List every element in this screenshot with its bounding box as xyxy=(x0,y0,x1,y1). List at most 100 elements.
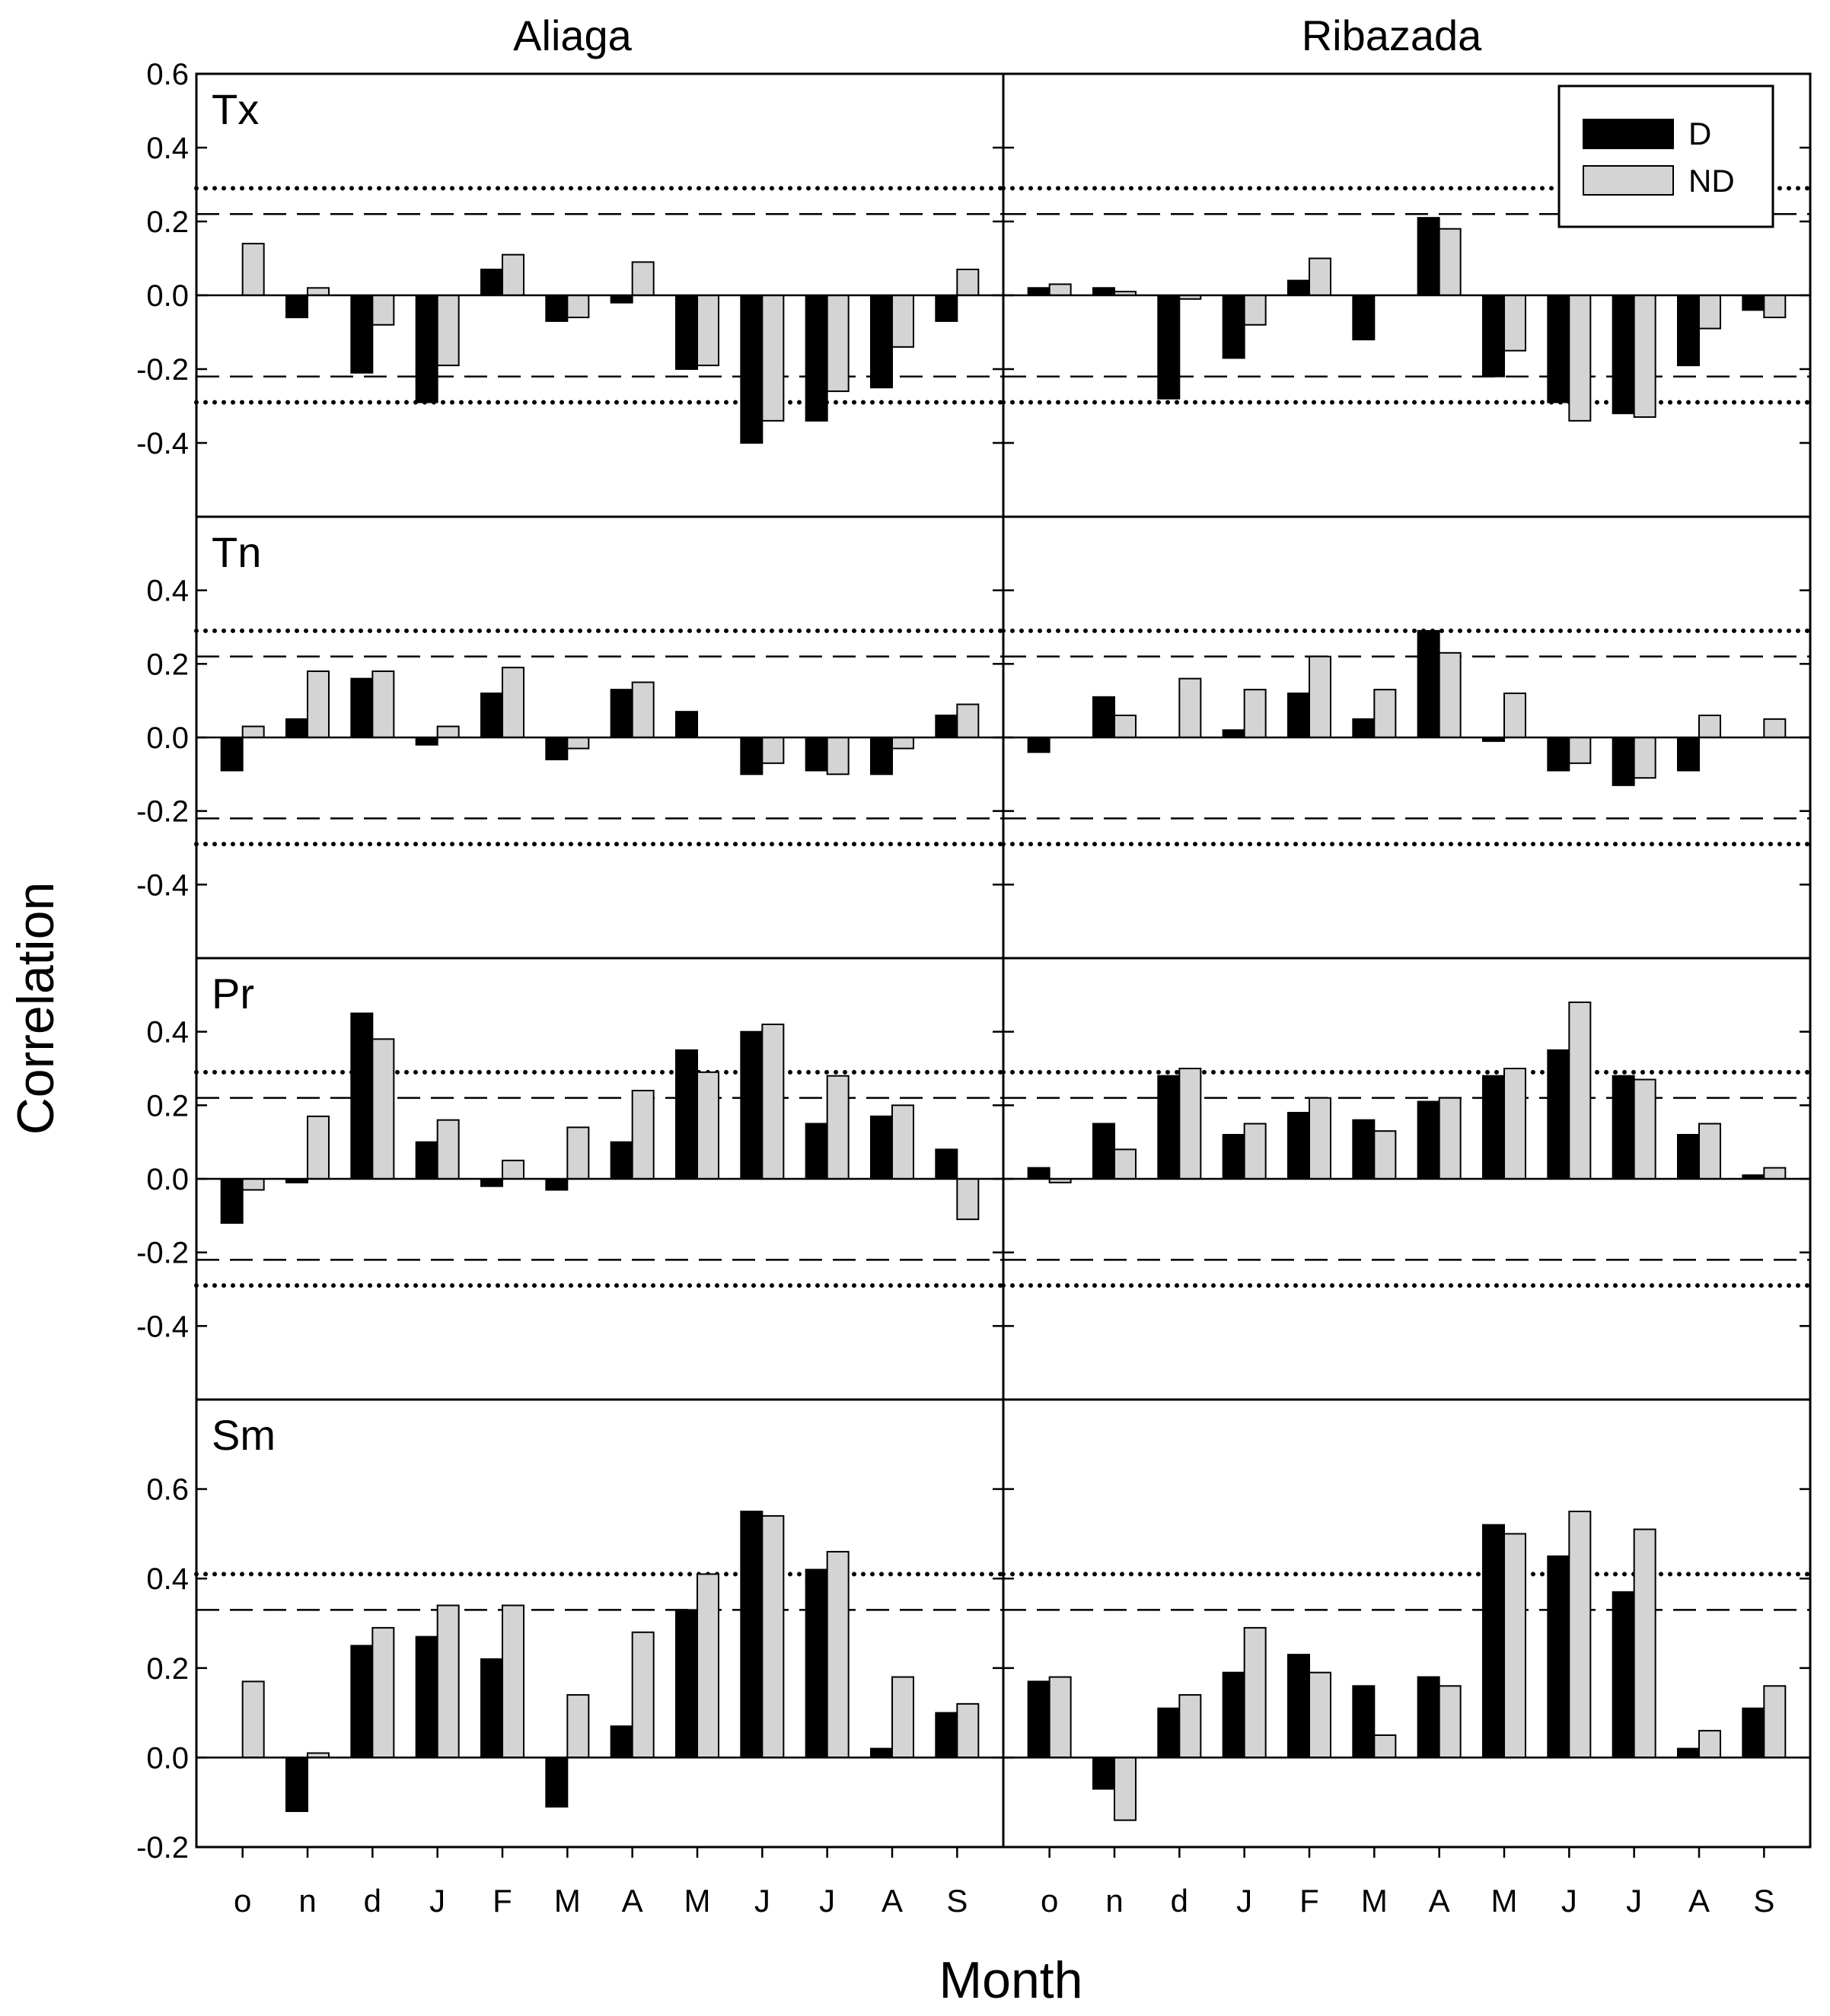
y-tick-label: 0.6 xyxy=(146,1473,189,1507)
bar-d-n xyxy=(1092,696,1115,738)
y-tick-label: 0.2 xyxy=(146,648,189,681)
bar-d-M xyxy=(545,1178,569,1191)
bar-d-M xyxy=(1352,295,1376,341)
bar-d-J xyxy=(1222,295,1245,359)
column-title-ribazada: Ribazada xyxy=(1302,11,1482,59)
bar-nd-A xyxy=(631,1090,655,1180)
bar-d-F xyxy=(480,693,503,738)
x-tick-label: A xyxy=(1688,1883,1710,1919)
x-tick-label: F xyxy=(493,1883,512,1919)
bar-nd-A xyxy=(891,295,914,348)
bar-d-J xyxy=(1222,1671,1245,1759)
bar-nd-J xyxy=(1243,295,1267,326)
legend-swatch-d xyxy=(1583,119,1674,149)
bar-d-A xyxy=(1417,217,1440,296)
y-tick-label: 0.2 xyxy=(146,1089,189,1123)
bar-d-M xyxy=(1482,1524,1505,1759)
x-tick-label: J xyxy=(819,1883,835,1919)
bar-nd-M xyxy=(697,1071,719,1180)
x-tick-label: o xyxy=(234,1883,251,1919)
bar-d-J xyxy=(1547,1555,1570,1759)
x-tick-label: M xyxy=(1361,1883,1388,1919)
bar-d-n xyxy=(285,295,308,319)
legend-swatch-nd xyxy=(1583,165,1674,196)
bar-d-J xyxy=(1547,737,1570,772)
bar-d-M xyxy=(1352,1685,1376,1759)
x-axis-label: Month xyxy=(939,1951,1083,2009)
bar-nd-A xyxy=(1698,715,1721,738)
bar-nd-F xyxy=(502,253,524,296)
y-tick-label: 0.2 xyxy=(146,205,189,239)
bar-nd-J xyxy=(1568,295,1592,422)
bar-d-J xyxy=(1547,295,1570,403)
bar-d-A xyxy=(1677,737,1700,772)
bar-d-d xyxy=(1157,1075,1181,1180)
bar-d-n xyxy=(285,718,308,738)
bar-nd-A xyxy=(1438,1097,1462,1180)
bar-d-A xyxy=(870,1747,893,1759)
y-tick-label: 0.0 xyxy=(146,721,189,755)
bar-nd-S xyxy=(1763,718,1787,738)
bar-d-n xyxy=(1092,1756,1115,1790)
bar-nd-F xyxy=(1309,655,1331,739)
panel-aliaga-2: 0.4 0.2 0.0 -0.2 -0.4 Tn xyxy=(136,515,1006,960)
x-tick-label: n xyxy=(298,1883,316,1919)
bar-nd-F xyxy=(1309,1097,1331,1180)
x-tick-label: J xyxy=(754,1883,770,1919)
bar-nd-o xyxy=(1048,1676,1072,1759)
bar-d-d xyxy=(350,1645,374,1759)
column-title-aliaga: Aliaga xyxy=(513,11,633,59)
bar-nd-M xyxy=(1503,693,1526,738)
panel-frame xyxy=(1002,1398,1812,1849)
panel-aliaga-1: 0.6 0.4 0.2 0.0 -0.2 -0.4 Tx xyxy=(136,58,1006,518)
bar-d-A xyxy=(610,295,633,304)
bar-nd-J xyxy=(761,737,785,764)
bar-nd-J xyxy=(1633,1078,1656,1180)
bar-nd-J xyxy=(1568,1511,1592,1759)
panel-aliaga-3: 0.4 0.2 0.0 -0.2 -0.4 Pr xyxy=(136,957,1006,1401)
bar-d-J xyxy=(1612,1075,1635,1180)
x-tick-label: M xyxy=(554,1883,581,1919)
y-tick-label: -0.4 xyxy=(136,1310,189,1343)
x-tick-label: A xyxy=(622,1883,643,1919)
bar-nd-d xyxy=(1178,1068,1202,1180)
x-tick-label: d xyxy=(1171,1883,1188,1919)
bar-nd-J xyxy=(761,1514,785,1759)
bar-d-J xyxy=(740,295,764,444)
bar-nd-d xyxy=(371,295,395,326)
legend: D ND xyxy=(1557,84,1774,228)
bar-d-S xyxy=(935,295,958,322)
bar-d-A xyxy=(1677,1747,1700,1759)
bar-nd-S xyxy=(956,703,980,738)
bar-nd-A xyxy=(1438,228,1462,297)
y-tick-label: 0.4 xyxy=(146,1562,189,1596)
bar-nd-d xyxy=(1178,677,1202,739)
bar-d-J xyxy=(740,1030,764,1180)
bar-d-d xyxy=(350,1012,374,1180)
bar-d-F xyxy=(480,1178,503,1187)
bar-nd-J xyxy=(826,1550,850,1759)
bar-nd-J xyxy=(1243,689,1267,739)
bar-d-J xyxy=(1612,1591,1635,1759)
bar-d-o xyxy=(1027,737,1050,753)
bar-d-A xyxy=(870,1115,893,1180)
bar-nd-d xyxy=(371,1626,395,1759)
bar-nd-M xyxy=(1373,1734,1397,1759)
y-tick-label: -0.4 xyxy=(136,868,189,902)
bar-d-A xyxy=(610,1725,633,1759)
y-tick-label: -0.2 xyxy=(136,1831,189,1865)
bar-nd-d xyxy=(371,1038,395,1180)
bar-d-M xyxy=(1352,718,1376,738)
x-tick-label: M xyxy=(684,1883,711,1919)
bar-nd-J xyxy=(1243,1123,1267,1180)
panel-label: Pr xyxy=(212,970,254,1018)
panel-ribazada-2 xyxy=(1001,515,1812,960)
x-tick-label: S xyxy=(946,1883,968,1919)
y-tick-label: 0.0 xyxy=(146,279,189,313)
bar-nd-J xyxy=(436,1119,460,1180)
bar-nd-M xyxy=(566,1694,590,1759)
bar-d-A xyxy=(1417,1100,1440,1180)
bar-d-A xyxy=(1677,1134,1700,1180)
bar-d-J xyxy=(740,737,764,776)
